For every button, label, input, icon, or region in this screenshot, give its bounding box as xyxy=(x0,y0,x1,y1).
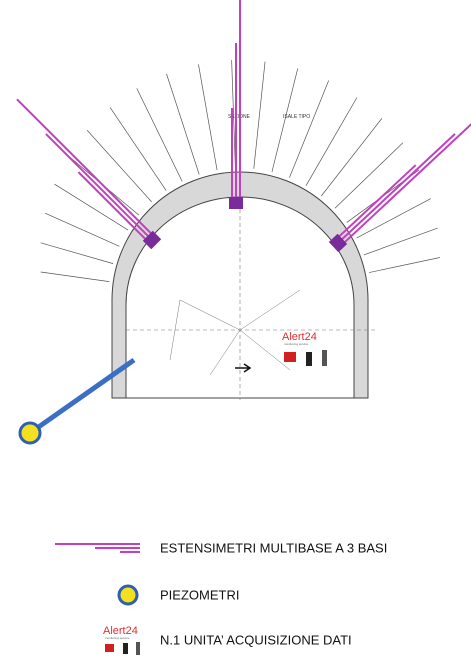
icon-datalogger xyxy=(105,644,114,652)
extensometer-rod xyxy=(17,99,155,237)
radial-line xyxy=(54,184,128,230)
legend-logo: Alert24 monitoring service xyxy=(103,625,140,655)
radial-line xyxy=(110,107,166,190)
radial-line xyxy=(321,118,382,196)
radial-line xyxy=(364,228,438,255)
logo: Alert24 monitoring service xyxy=(282,331,327,366)
radial-line xyxy=(198,64,217,170)
extensometer-rod xyxy=(341,120,471,246)
legend-label: ESTENSIMETRI MULTIBASE A 3 BASI xyxy=(160,540,387,555)
extensometer-rod xyxy=(46,134,152,240)
extensometer-rod xyxy=(335,165,415,240)
icon-traffic-light xyxy=(123,643,128,654)
icon-datalogger xyxy=(284,352,296,362)
radial-line xyxy=(41,243,113,264)
tunnel-diagram: SEZIONE ISALE TIPO Alert24 monitoring se… xyxy=(0,0,471,665)
radial-line xyxy=(45,213,119,246)
radial-line xyxy=(254,62,265,169)
logo-tagline: monitoring service xyxy=(105,636,130,640)
construction-lines xyxy=(170,290,300,375)
logo-tagline: monitoring service xyxy=(284,342,309,346)
radial-line xyxy=(41,272,110,282)
legend-extensometer xyxy=(55,544,140,552)
legend-label: N.1 UNITA’ ACQUISIZIONE DATI xyxy=(160,632,352,647)
extensometer-rod xyxy=(78,172,149,243)
legend: ESTENSIMETRI MULTIBASE A 3 BASI PIEZOMET… xyxy=(55,540,387,655)
icon-traffic-light xyxy=(306,352,312,366)
icon-sensor xyxy=(322,350,327,366)
legend-piezometer xyxy=(119,586,137,604)
legend-label: PIEZOMETRI xyxy=(160,587,239,602)
radial-line xyxy=(137,88,182,181)
extensometer-head xyxy=(229,197,243,209)
north-arrow xyxy=(235,364,250,372)
icon-sensor xyxy=(136,642,140,655)
piezometer xyxy=(20,423,40,443)
radial-line xyxy=(369,258,440,273)
radial-line xyxy=(272,68,298,171)
radial-line xyxy=(357,199,431,238)
extensometers xyxy=(17,0,471,252)
radial-line xyxy=(289,81,328,178)
drawing-label: ISALE TIPO xyxy=(283,114,310,120)
radial-line xyxy=(306,97,357,185)
